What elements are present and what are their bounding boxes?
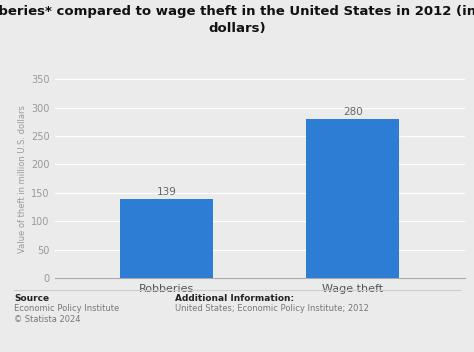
Text: 139: 139: [156, 187, 176, 197]
Text: Value of robberies* compared to wage theft in the United States in 2012 (in mill: Value of robberies* compared to wage the…: [0, 5, 474, 35]
Text: 280: 280: [343, 107, 363, 117]
Text: United States; Economic Policy Institute; 2012: United States; Economic Policy Institute…: [175, 304, 369, 314]
Y-axis label: Value of theft in million U.S. dollars: Value of theft in million U.S. dollars: [18, 105, 27, 253]
Text: Additional Information:: Additional Information:: [175, 294, 294, 303]
Text: Economic Policy Institute
© Statista 2024: Economic Policy Institute © Statista 202…: [14, 304, 119, 324]
Bar: [306, 119, 399, 278]
Text: Source: Source: [14, 294, 49, 303]
Bar: [120, 199, 213, 278]
